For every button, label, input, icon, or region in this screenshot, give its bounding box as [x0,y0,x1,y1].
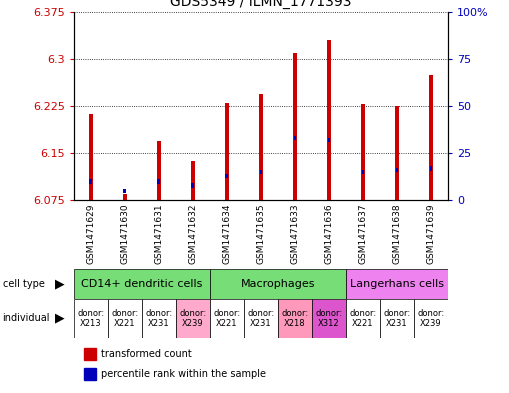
Text: individual: individual [3,313,50,323]
Text: donor:
X213: donor: X213 [77,309,104,328]
Text: Langerhans cells: Langerhans cells [350,279,444,289]
Text: GSM1471633: GSM1471633 [290,204,299,264]
Text: donor:
X218: donor: X218 [281,309,308,328]
Bar [429,75,433,200]
Text: GSM1471636: GSM1471636 [324,204,333,264]
Bar [430,166,432,171]
Text: GSM1471639: GSM1471639 [427,204,435,264]
Bar [380,299,414,338]
Text: GSM1471634: GSM1471634 [222,204,232,264]
Bar [89,114,93,200]
Text: donor:
X231: donor: X231 [247,309,274,328]
Bar [327,40,331,200]
Bar [225,103,229,200]
Bar [278,299,312,338]
Text: GSM1471638: GSM1471638 [392,204,402,264]
Text: GSM1471630: GSM1471630 [120,204,129,264]
Bar [124,189,126,193]
Text: ▶: ▶ [55,277,65,290]
Text: donor:
X221: donor: X221 [349,309,377,328]
Bar [157,179,160,184]
Text: donor:
X239: donor: X239 [417,309,444,328]
Text: GSM1471635: GSM1471635 [257,204,265,264]
Bar [84,368,96,380]
Text: GSM1471629: GSM1471629 [87,204,95,264]
Bar [395,168,398,173]
Bar [108,299,142,338]
Bar [74,299,108,338]
Text: CD14+ dendritic cells: CD14+ dendritic cells [81,279,203,289]
Bar [142,299,176,338]
Bar [395,106,399,200]
Bar [293,53,297,200]
Bar [191,183,194,187]
Bar [312,299,346,338]
Bar [361,170,364,174]
Text: ▶: ▶ [55,312,65,325]
Bar [346,299,380,338]
Bar [346,269,448,299]
Bar [90,179,92,184]
Text: donor:
X221: donor: X221 [213,309,240,328]
Text: donor:
X221: donor: X221 [111,309,138,328]
Bar [176,299,210,338]
Text: donor:
X231: donor: X231 [145,309,173,328]
Bar [260,170,262,174]
Bar [294,136,296,140]
Text: transformed count: transformed count [101,349,192,359]
Bar [74,269,210,299]
Bar [327,138,330,142]
Bar [157,141,161,200]
Text: Macrophages: Macrophages [241,279,315,289]
Text: donor:
X231: donor: X231 [383,309,410,328]
Bar [361,104,365,200]
Title: GDS5349 / ILMN_1771393: GDS5349 / ILMN_1771393 [170,0,352,9]
Bar [210,299,244,338]
Bar [244,299,278,338]
Text: GSM1471632: GSM1471632 [188,204,197,264]
Bar [414,299,448,338]
Bar [123,194,127,200]
Text: percentile rank within the sample: percentile rank within the sample [101,369,266,379]
Text: GSM1471637: GSM1471637 [358,204,367,264]
Text: donor:
X239: donor: X239 [179,309,207,328]
Bar [225,174,228,178]
Bar [259,94,263,200]
Bar [84,348,96,360]
Bar [210,269,346,299]
Text: GSM1471631: GSM1471631 [154,204,163,264]
Text: donor:
X312: donor: X312 [315,309,343,328]
Text: cell type: cell type [3,279,44,289]
Bar [191,161,195,200]
